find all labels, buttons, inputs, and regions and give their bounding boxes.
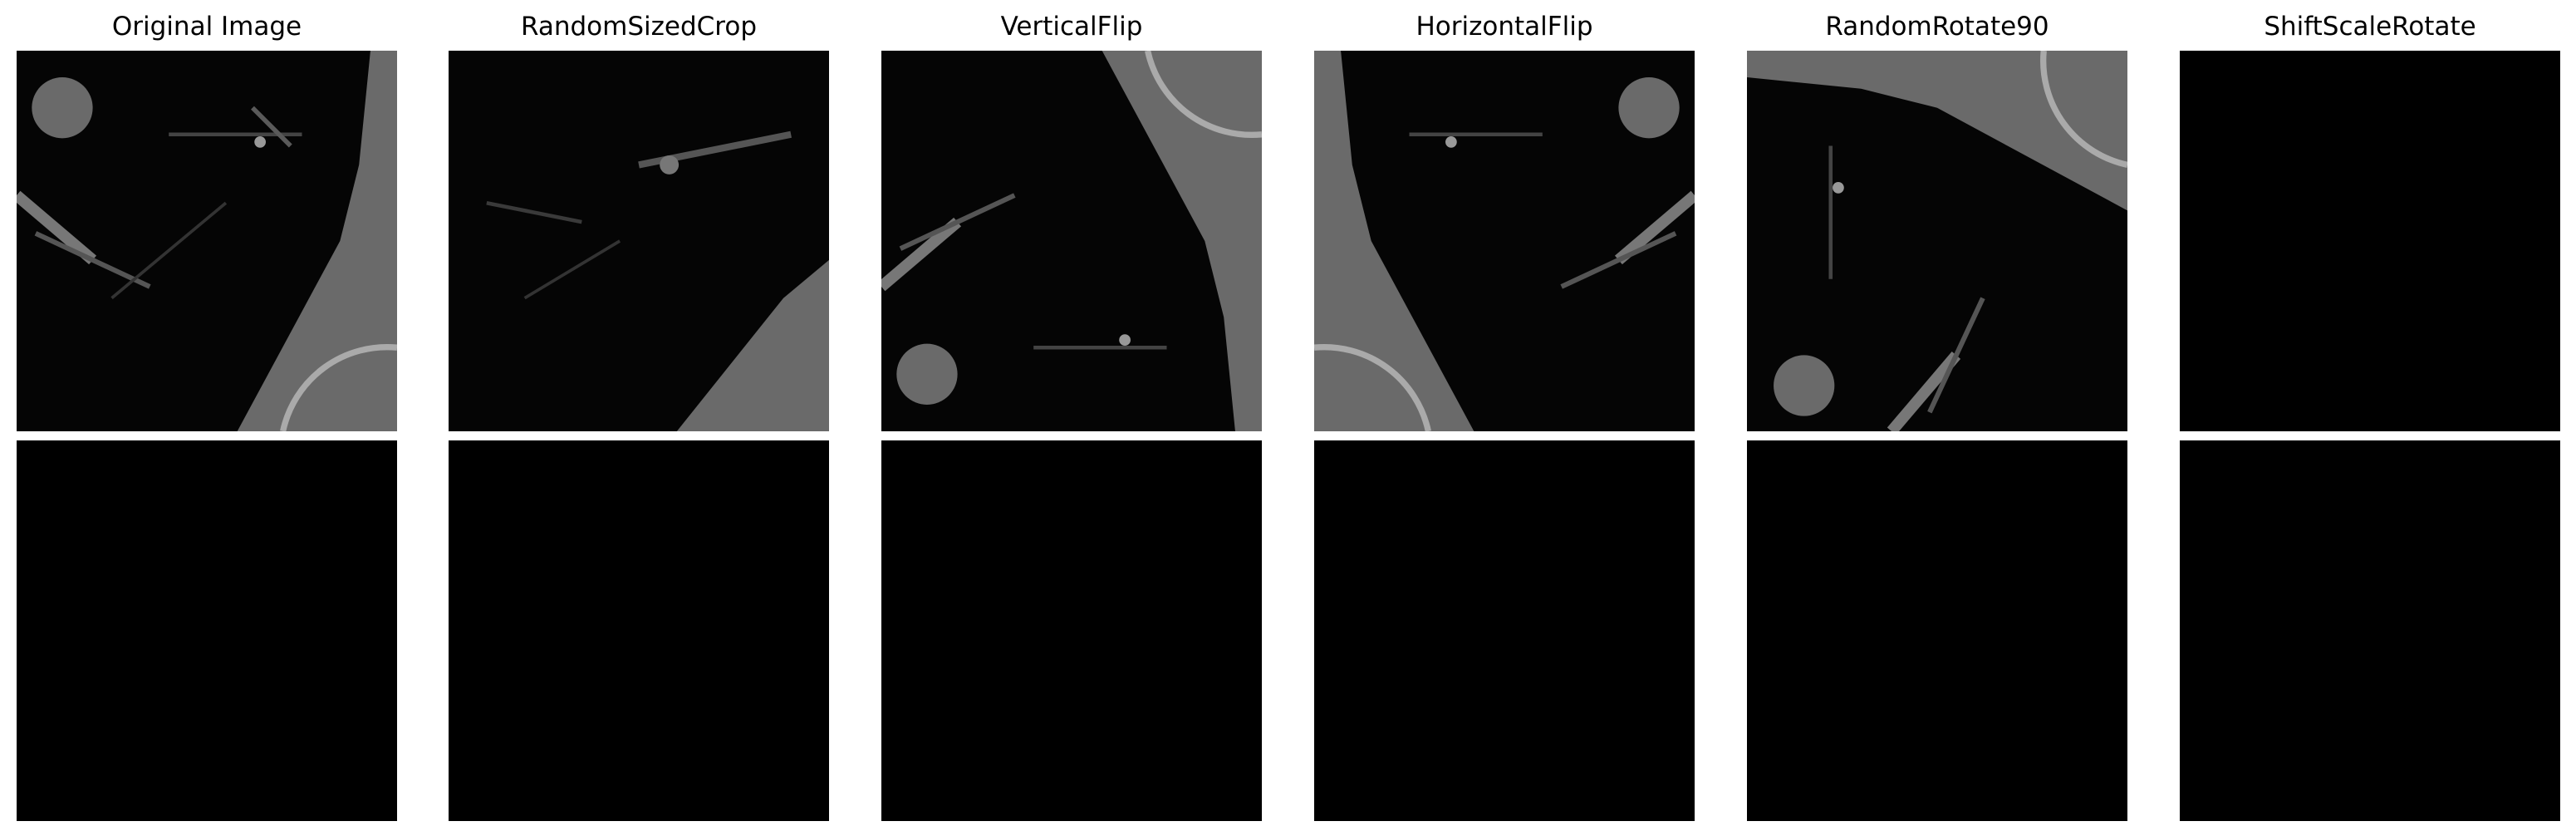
image-panel-random-sized-crop xyxy=(449,51,829,431)
image-panel-random-rotate90 xyxy=(1747,51,2127,431)
mask-panel-vertical-flip xyxy=(881,440,1262,821)
ct-lung-vflip-icon xyxy=(881,51,1262,431)
column-title: RandomSizedCrop xyxy=(520,12,757,42)
mask-panel-horizontal-flip xyxy=(1314,440,1695,821)
mask-panel-shift-scale-rotate xyxy=(2180,440,2560,821)
mask-panel-random-rotate90 xyxy=(1747,440,2127,821)
ct-lung-hflip-icon xyxy=(1314,51,1695,431)
column-title: VerticalFlip xyxy=(1000,12,1143,42)
column-title: ShiftScaleRotate xyxy=(2264,12,2476,42)
image-panel-vertical-flip xyxy=(881,51,1262,431)
ct-lung-rot90-icon xyxy=(1747,51,2127,431)
ct-lung-crop-icon xyxy=(449,51,829,431)
column-title: Original Image xyxy=(111,12,302,42)
image-panel-shift-scale-rotate xyxy=(2180,51,2560,431)
image-panel-horizontal-flip xyxy=(1314,51,1695,431)
column-title: RandomRotate90 xyxy=(1825,12,2049,42)
ct-lung-original-icon xyxy=(17,51,397,431)
mask-panel-random-sized-crop xyxy=(449,440,829,821)
mask-panel-original xyxy=(17,440,397,821)
image-panel-original xyxy=(17,51,397,431)
column-title: HorizontalFlip xyxy=(1416,12,1593,42)
